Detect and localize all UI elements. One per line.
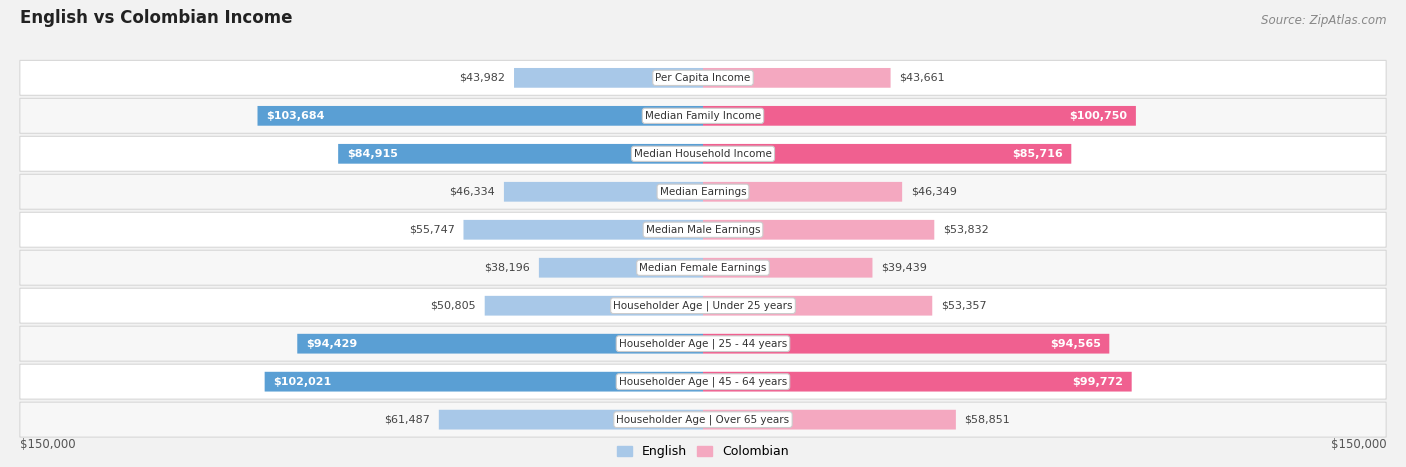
Text: Per Capita Income: Per Capita Income	[655, 73, 751, 83]
Text: $150,000: $150,000	[20, 438, 76, 451]
Text: $99,772: $99,772	[1073, 377, 1123, 387]
FancyBboxPatch shape	[339, 144, 703, 163]
Text: $46,349: $46,349	[911, 187, 956, 197]
Text: $94,429: $94,429	[307, 339, 357, 349]
FancyBboxPatch shape	[20, 174, 1386, 209]
FancyBboxPatch shape	[703, 372, 1132, 391]
FancyBboxPatch shape	[20, 60, 1386, 95]
FancyBboxPatch shape	[20, 136, 1386, 171]
FancyBboxPatch shape	[20, 99, 1386, 133]
Text: $50,805: $50,805	[430, 301, 477, 311]
Text: $102,021: $102,021	[273, 377, 332, 387]
Text: $103,684: $103,684	[266, 111, 325, 121]
Text: Householder Age | 25 - 44 years: Householder Age | 25 - 44 years	[619, 339, 787, 349]
FancyBboxPatch shape	[297, 334, 703, 354]
Text: $55,747: $55,747	[409, 225, 456, 235]
Text: $53,832: $53,832	[943, 225, 988, 235]
FancyBboxPatch shape	[703, 182, 903, 202]
Text: $58,851: $58,851	[965, 415, 1010, 425]
Text: $150,000: $150,000	[1330, 438, 1386, 451]
Text: $85,716: $85,716	[1012, 149, 1063, 159]
Text: $61,487: $61,487	[384, 415, 430, 425]
FancyBboxPatch shape	[20, 250, 1386, 285]
Text: Householder Age | 45 - 64 years: Householder Age | 45 - 64 years	[619, 376, 787, 387]
Text: $38,196: $38,196	[485, 263, 530, 273]
FancyBboxPatch shape	[257, 106, 703, 126]
FancyBboxPatch shape	[20, 326, 1386, 361]
FancyBboxPatch shape	[703, 334, 1109, 354]
Text: $84,915: $84,915	[347, 149, 398, 159]
FancyBboxPatch shape	[538, 258, 703, 277]
Text: $43,661: $43,661	[900, 73, 945, 83]
FancyBboxPatch shape	[703, 410, 956, 430]
Text: $46,334: $46,334	[450, 187, 495, 197]
FancyBboxPatch shape	[485, 296, 703, 316]
FancyBboxPatch shape	[20, 288, 1386, 323]
Text: $100,750: $100,750	[1070, 111, 1128, 121]
FancyBboxPatch shape	[703, 258, 873, 277]
Text: Source: ZipAtlas.com: Source: ZipAtlas.com	[1261, 14, 1386, 27]
Text: Householder Age | Under 25 years: Householder Age | Under 25 years	[613, 300, 793, 311]
Text: Householder Age | Over 65 years: Householder Age | Over 65 years	[616, 414, 790, 425]
Text: Median Family Income: Median Family Income	[645, 111, 761, 121]
FancyBboxPatch shape	[703, 106, 1136, 126]
FancyBboxPatch shape	[20, 402, 1386, 437]
FancyBboxPatch shape	[464, 220, 703, 240]
FancyBboxPatch shape	[20, 212, 1386, 247]
FancyBboxPatch shape	[515, 68, 703, 88]
Text: $39,439: $39,439	[882, 263, 927, 273]
FancyBboxPatch shape	[703, 68, 890, 88]
Legend: English, Colombian: English, Colombian	[612, 440, 794, 463]
Text: $94,565: $94,565	[1050, 339, 1101, 349]
Text: Median Male Earnings: Median Male Earnings	[645, 225, 761, 235]
Text: Median Earnings: Median Earnings	[659, 187, 747, 197]
FancyBboxPatch shape	[703, 220, 935, 240]
FancyBboxPatch shape	[439, 410, 703, 430]
FancyBboxPatch shape	[703, 296, 932, 316]
Text: $53,357: $53,357	[941, 301, 987, 311]
Text: English vs Colombian Income: English vs Colombian Income	[20, 8, 292, 27]
FancyBboxPatch shape	[264, 372, 703, 391]
FancyBboxPatch shape	[20, 364, 1386, 399]
Text: $43,982: $43,982	[460, 73, 505, 83]
Text: Median Female Earnings: Median Female Earnings	[640, 263, 766, 273]
FancyBboxPatch shape	[703, 144, 1071, 163]
Text: Median Household Income: Median Household Income	[634, 149, 772, 159]
FancyBboxPatch shape	[503, 182, 703, 202]
